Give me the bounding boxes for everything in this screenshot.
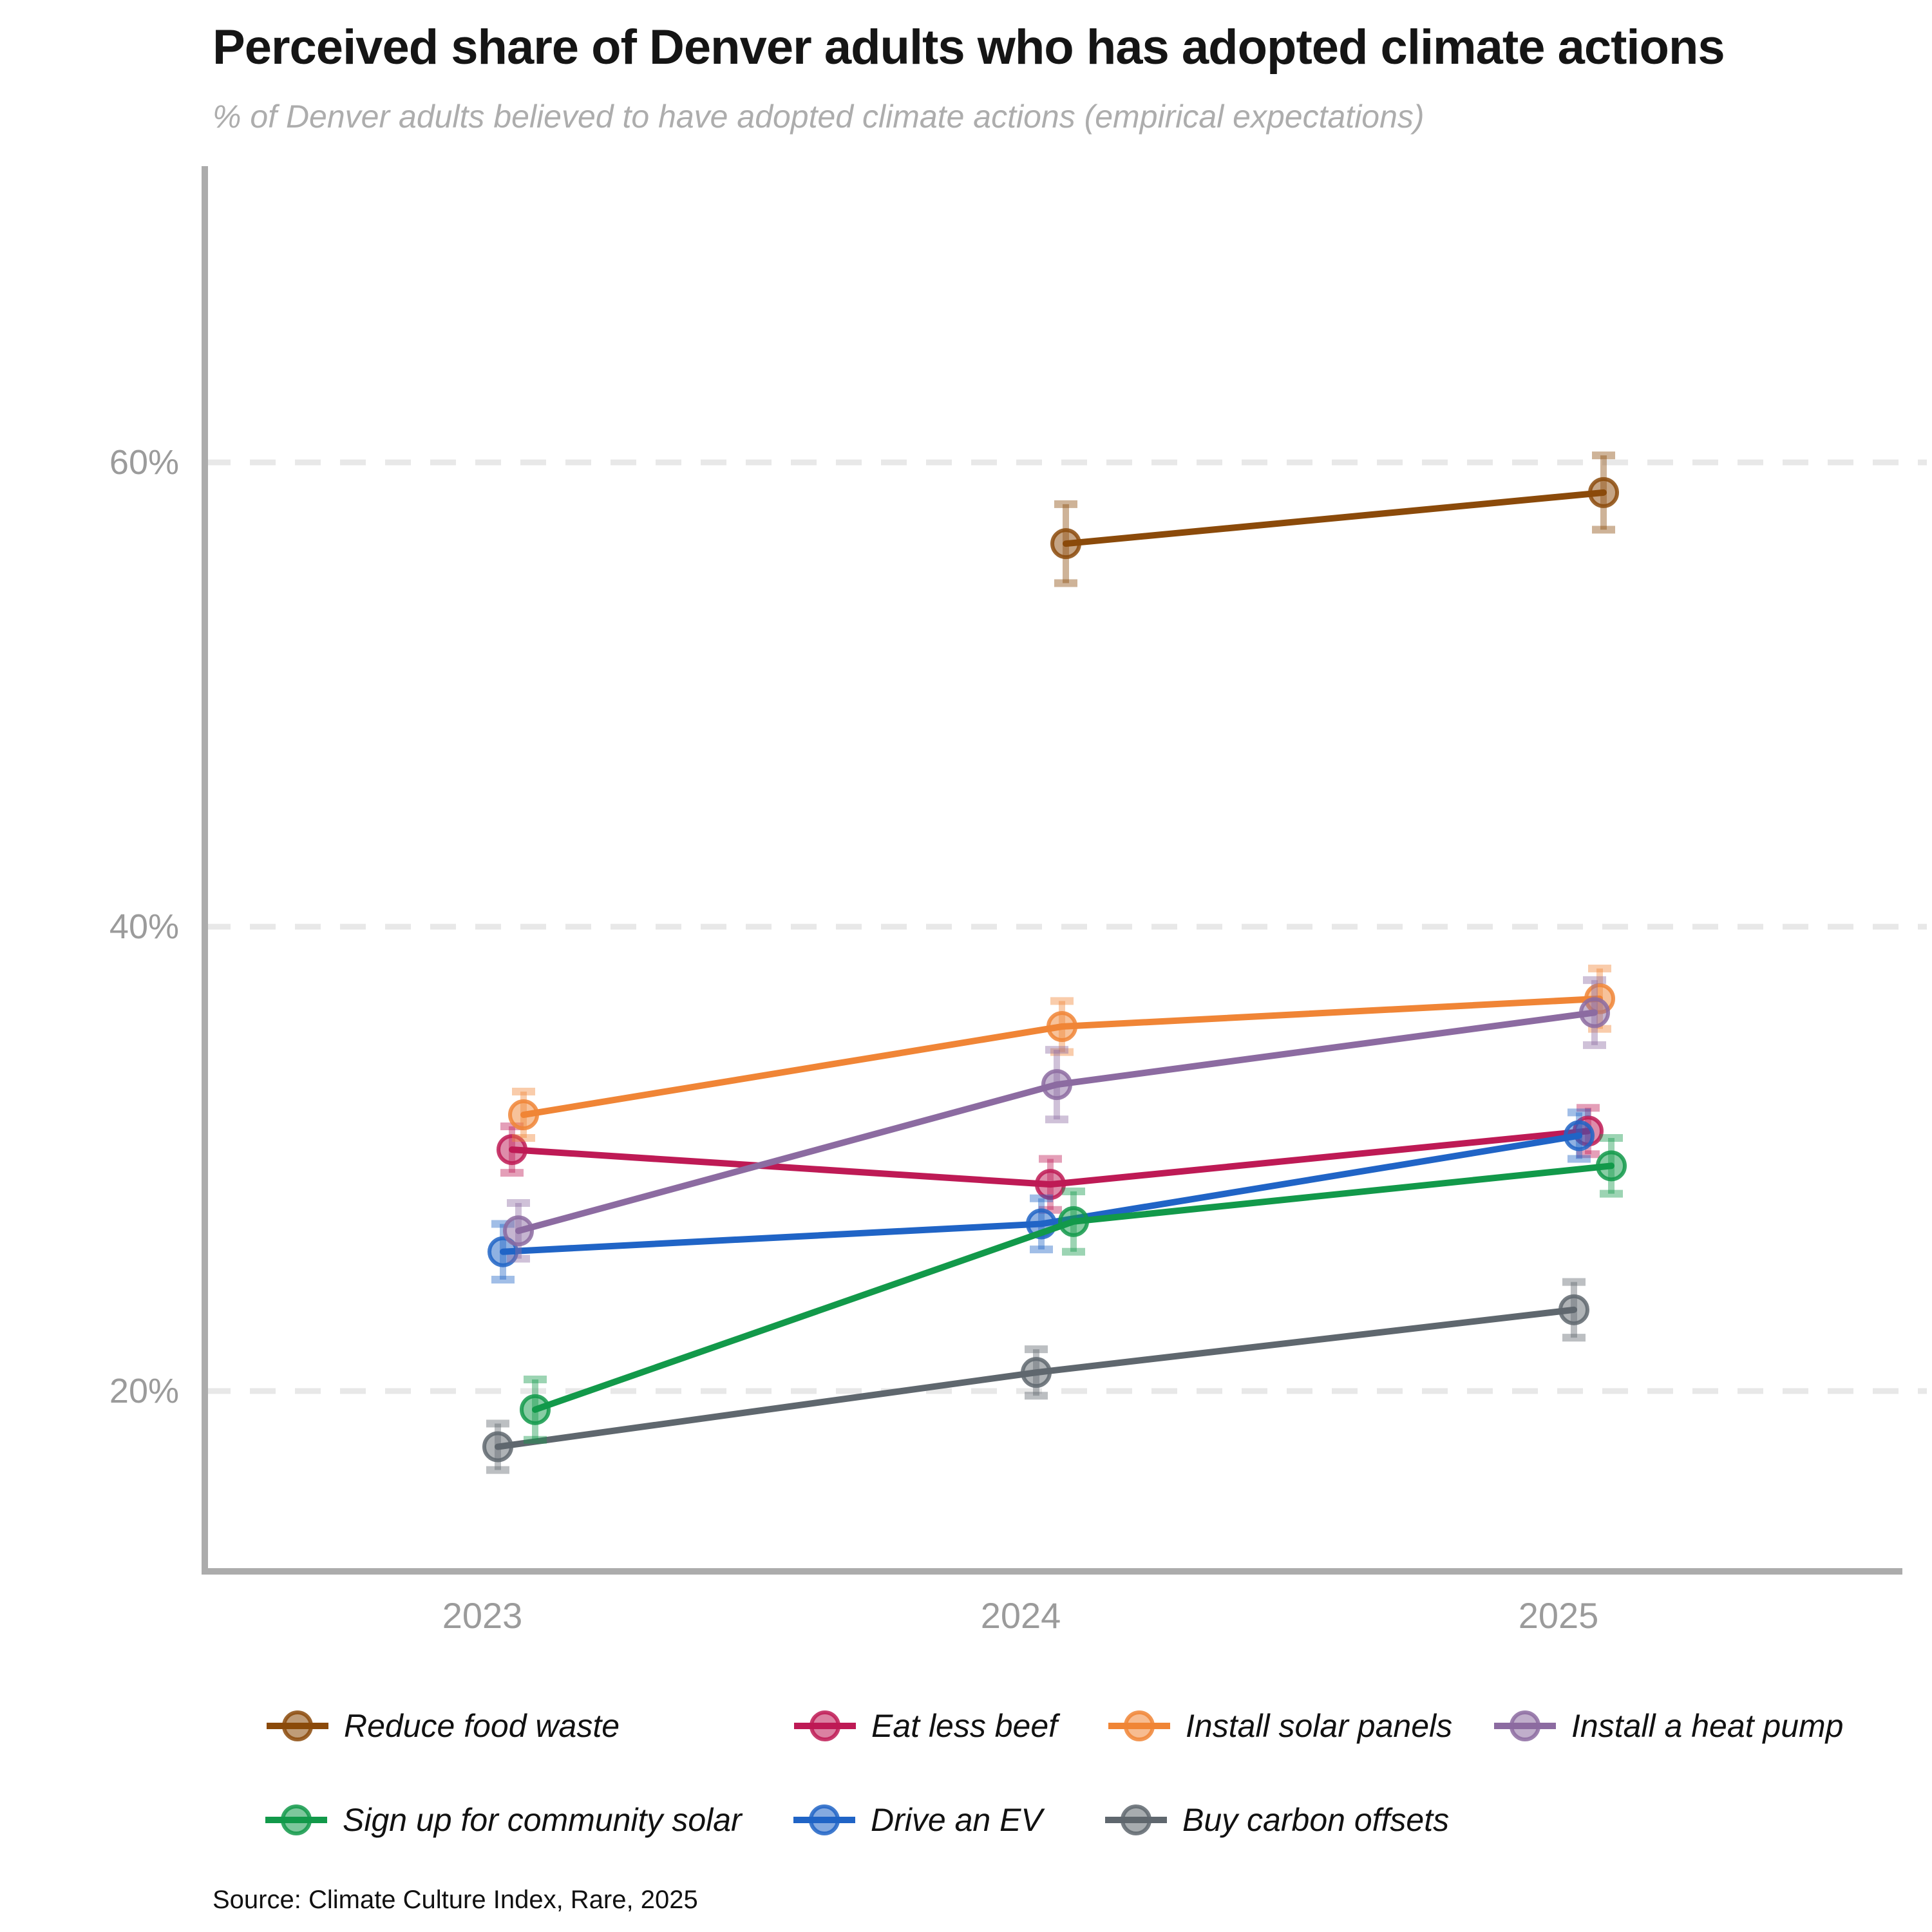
data-point (1558, 1294, 1589, 1325)
legend-row-2: Sign up for community solar Drive an EV Bu… (0, 1790, 1932, 1850)
data-point (488, 1236, 518, 1267)
legend-label: Eat less beef (871, 1708, 1058, 1744)
y-tick-label-20%: 20% (109, 1372, 179, 1410)
legend-key-icon (1494, 1710, 1556, 1741)
data-point (503, 1215, 534, 1247)
data-point (482, 1431, 513, 1463)
data-point (1596, 1150, 1627, 1182)
legend-item-eat-less-beef: Eat less beef (793, 1696, 1057, 1756)
y-tick-label-40%: 40% (109, 907, 179, 946)
data-point (1588, 477, 1619, 508)
legend-key-icon (1105, 1804, 1167, 1835)
source-note: Source: Climate Culture Index, Rare, 202… (213, 1886, 698, 1914)
data-point (1046, 1011, 1077, 1043)
y-tick-label-60%: 60% (109, 443, 179, 482)
x-tick-label-2023: 2023 (442, 1595, 523, 1636)
legend-label: Reduce food waste (344, 1708, 620, 1744)
data-point (1035, 1169, 1066, 1200)
data-point (1041, 1069, 1072, 1101)
legend-item-reduce-food-waste: Reduce food waste (265, 1696, 620, 1756)
legend-item-drive-an-ev: Drive an EV (792, 1790, 1043, 1850)
legend-key-icon (267, 1710, 328, 1741)
x-tick-label-2025: 2025 (1519, 1595, 1599, 1636)
data-point (1021, 1357, 1052, 1388)
legend-item-sign-up-for-community-solar: Sign up for community solar (264, 1790, 742, 1850)
series-reduce-food-waste (1050, 451, 1619, 587)
legend-item-install-solar-panels: Install solar panels (1107, 1696, 1452, 1756)
legend-key-icon (794, 1710, 856, 1741)
legend-key-icon (1108, 1710, 1170, 1741)
chart-title: Perceived share of Denver adults who has… (213, 20, 1725, 75)
legend-key-icon (265, 1804, 327, 1835)
data-point (1564, 1120, 1595, 1151)
series-buy-carbon-offsets (482, 1278, 1589, 1474)
legend-item-install-a-heat-pump: Install a heat pump (1493, 1696, 1844, 1756)
data-point (1058, 1206, 1089, 1237)
legend-item-buy-carbon-offsets: Buy carbon offsets (1104, 1790, 1449, 1850)
series-install-a-heat-pump (503, 976, 1610, 1263)
data-point (1050, 528, 1081, 560)
series-sign-up-for-community-solar (520, 1134, 1627, 1444)
legend-row-1: Reduce food waste Eat less beef Install so… (0, 1696, 1932, 1756)
legend-label: Buy carbon offsets (1182, 1802, 1450, 1838)
legend-label: Install a heat pump (1571, 1708, 1844, 1744)
legend-label: Sign up for community solar (343, 1802, 742, 1838)
series-drive-an-ev (488, 1108, 1595, 1283)
data-point (508, 1099, 539, 1131)
data-point (497, 1134, 527, 1166)
legend-label: Install solar panels (1186, 1708, 1453, 1744)
series-line (1063, 489, 1607, 547)
x-tick-label-2024: 2024 (981, 1595, 1061, 1636)
data-point (520, 1394, 551, 1425)
legend-key-icon (793, 1804, 855, 1835)
data-point (1579, 997, 1610, 1028)
chart-subtitle: % of Denver adults believed to have adop… (213, 99, 1425, 135)
legend-label: Drive an EV (871, 1802, 1043, 1838)
